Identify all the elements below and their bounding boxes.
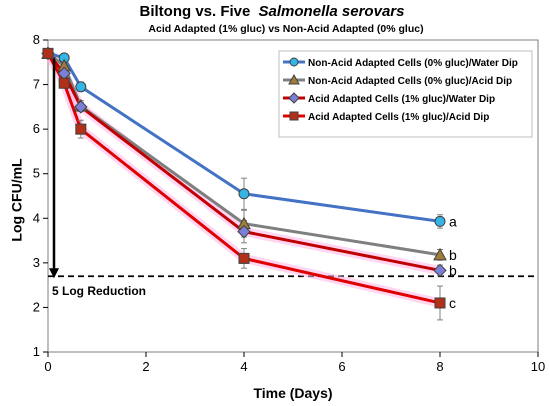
legend-entry: Acid Adapted Cells (1% gluc)/Acid Dip [283,111,489,123]
x-tick-label: 8 [436,359,443,374]
data-point [434,297,446,309]
chart-title: Biltong vs. Five Salmonella serovars [140,3,405,20]
data-point [238,188,250,200]
legend-label: Non-Acid Adapted Cells (0% gluc)/Acid Di… [308,76,512,87]
legend-swatch-marker [289,57,299,67]
legend-swatch-marker [289,111,299,121]
reduction-arrow-head [49,268,59,279]
legend-entry: Acid Adapted Cells (1% gluc)/Water Dip [283,92,495,105]
y-tick-label: 4 [33,210,40,225]
data-point [74,100,88,114]
x-tick-label: 10 [531,359,545,374]
y-tick-label: 3 [33,255,40,270]
y-axis-label: Log CFU/mL [9,158,25,242]
chart-title-italic: Salmonella serovars [259,3,405,20]
significance-letter: c [449,295,456,311]
data-point [237,224,251,239]
data-point [433,263,447,278]
data-point [75,123,87,135]
y-tick-label: 1 [33,344,40,359]
x-tick-label: 4 [240,359,247,374]
chart-subtitle: Acid Adapted (1% gluc) vs Non-Acid Adapt… [148,23,423,35]
legend-label: Acid Adapted Cells (1% gluc)/Water Dip [308,94,495,105]
significance-letter: b [449,247,457,263]
legend: Non-Acid Adapted Cells (0% gluc)/Water D… [278,50,533,138]
x-tick-label: 2 [142,359,149,374]
legend-box [278,50,533,138]
legend-label: Non-Acid Adapted Cells (0% gluc)/Water D… [308,58,518,69]
y-tick-label: 7 [33,77,40,92]
y-tick-label: 8 [33,32,40,47]
plot-frame [47,39,539,353]
legend-swatch-marker [288,92,300,104]
legend-swatch-marker [288,73,300,85]
plot-area: 1 2 3 4 5 6 7 8 0 2 4 6 8 10 5 Log Reduction a bb c Non-Ac… [33,32,545,374]
x-tick-label: 0 [44,359,51,374]
reference-line-label: 5 Log Reduction [52,284,146,298]
y-tick-label: 6 [33,121,40,136]
legend-label: Acid Adapted Cells (1% gluc)/Acid Dip [308,112,489,123]
x-axis-label: Time (Days) [253,385,332,401]
y-tick-label: 2 [33,299,40,314]
data-point [433,247,447,261]
y-tick-label: 5 [33,166,40,181]
chart-title-main: Biltong vs. Five [140,3,251,20]
significance-letter: a [449,213,457,229]
data-point [58,77,70,89]
significance-letter: b [449,262,457,278]
legend-entry: Non-Acid Adapted Cells (0% gluc)/Water D… [283,57,518,69]
data-point [42,47,54,59]
data-point [75,81,87,93]
data-point [434,215,446,227]
legend-entry: Non-Acid Adapted Cells (0% gluc)/Acid Di… [283,73,512,87]
x-tick-label: 6 [338,359,345,374]
data-point [238,252,250,264]
